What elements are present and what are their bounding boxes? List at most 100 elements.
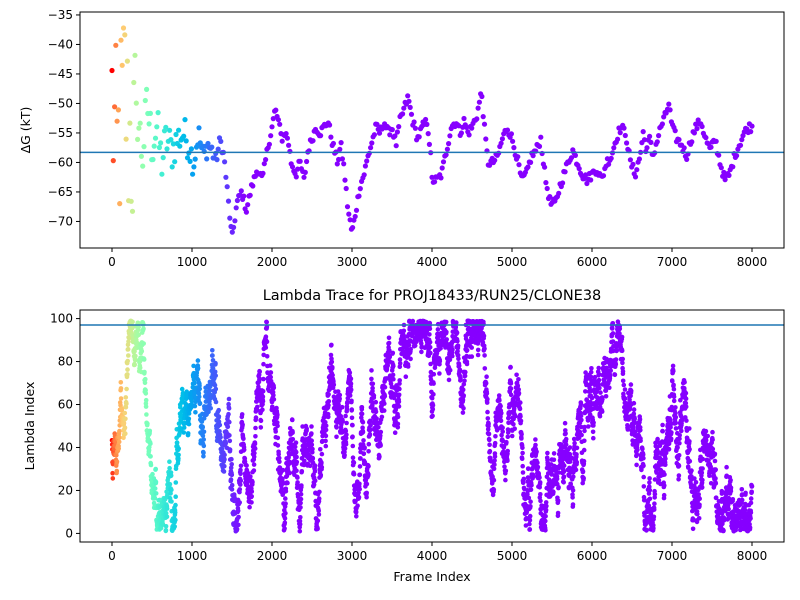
lambda-point [349,398,354,404]
delta-g-point [192,156,198,162]
lambda-point [437,371,442,376]
lambda-point [359,405,365,410]
lambda-point [647,476,652,481]
delta-g-point [748,129,754,135]
lambda-point [671,398,677,404]
lambda-point [428,361,433,367]
lambda-point [310,446,315,452]
delta-g-point [371,132,377,138]
x-tick-label: 3000 [337,255,368,269]
x-tick-label: 8000 [737,255,768,269]
lambda-point [431,392,436,397]
lambda-point [172,524,177,529]
lambda-point [344,420,349,426]
lambda-point [376,425,381,430]
delta-g-point [113,42,119,48]
lambda-point [173,494,178,500]
lambda-point [739,492,745,497]
lambda-point [512,426,517,432]
lambda-point [319,460,324,465]
lambda-point [677,436,682,442]
lambda-point [356,495,362,500]
lambda-point [386,335,392,341]
lambda-point [195,365,201,371]
lambda-point [508,364,513,370]
delta-g-point [341,161,347,167]
lambda-point [126,339,131,344]
lambda-point [210,353,215,358]
lambda-point [173,517,178,523]
delta-g-point [155,110,161,116]
x-tick-label: 7000 [657,255,688,269]
lambda-point [641,463,646,469]
lambda-point [597,413,603,419]
lambda-point [228,465,234,471]
delta-g-y-axis: −35−40−45−50−55−60−65−70 [48,8,80,228]
lambda-point [340,418,346,424]
delta-g-point [270,116,276,122]
delta-g-point [693,121,699,127]
lambda-point [475,352,481,358]
lambda-point [290,417,295,423]
lambda-point [396,392,402,398]
lambda-point [455,349,460,354]
delta-g-point [726,172,732,178]
lambda-point [538,492,543,497]
lambda-point [319,451,325,457]
lambda-point [290,430,295,436]
delta-g-point [737,142,744,148]
lambda-point [607,373,613,379]
lambda-point [222,452,227,458]
lambda-point [397,378,403,383]
y-tick-label: −65 [48,185,73,199]
lambda-point [461,393,467,398]
delta-g-point [684,156,690,162]
lambda-point [509,433,515,439]
delta-g-point [666,101,672,107]
lambda-point [620,369,626,374]
delta-g-point [133,100,139,106]
delta-g-point [343,185,349,192]
lambda-point [163,510,169,516]
lambda-point [150,471,155,477]
lambda-point [613,361,619,367]
lambda-point [631,424,636,430]
delta-g-point [146,121,152,127]
lambda-point [641,497,647,503]
lambda-point [663,462,668,468]
lambda-point [545,471,551,476]
lambda-point [406,342,412,348]
lambda-point [201,443,207,449]
lambda-point [117,428,122,434]
lambda-point [263,334,269,340]
lambda-point [229,487,235,492]
lambda-point [696,492,701,497]
lambda-point [302,458,307,464]
delta-g-point [339,156,345,162]
lambda-point [528,487,534,493]
lambda-point [677,441,682,446]
lambda-point [430,406,436,412]
lambda-point [529,482,534,488]
lambda-point [342,446,348,451]
lambda-point [486,421,491,427]
lambda-point [713,481,719,486]
lambda-point [368,427,373,433]
lambda-point [693,480,699,485]
lambda-point [312,463,318,468]
lambda-point [141,341,146,346]
delta-g-point [227,215,233,221]
lambda-point [236,522,241,528]
lambda-point [133,353,138,359]
lambda-point [461,406,466,411]
lambda-point [244,463,249,468]
lambda-point [676,463,682,469]
lambda-point [251,462,257,467]
lambda-point [632,416,637,422]
lambda-point [743,490,748,496]
lambda-point [122,425,128,431]
lambda-point [163,528,169,533]
lambda-point [391,363,396,369]
lambda-point [580,469,586,474]
lambda-point [410,318,416,324]
